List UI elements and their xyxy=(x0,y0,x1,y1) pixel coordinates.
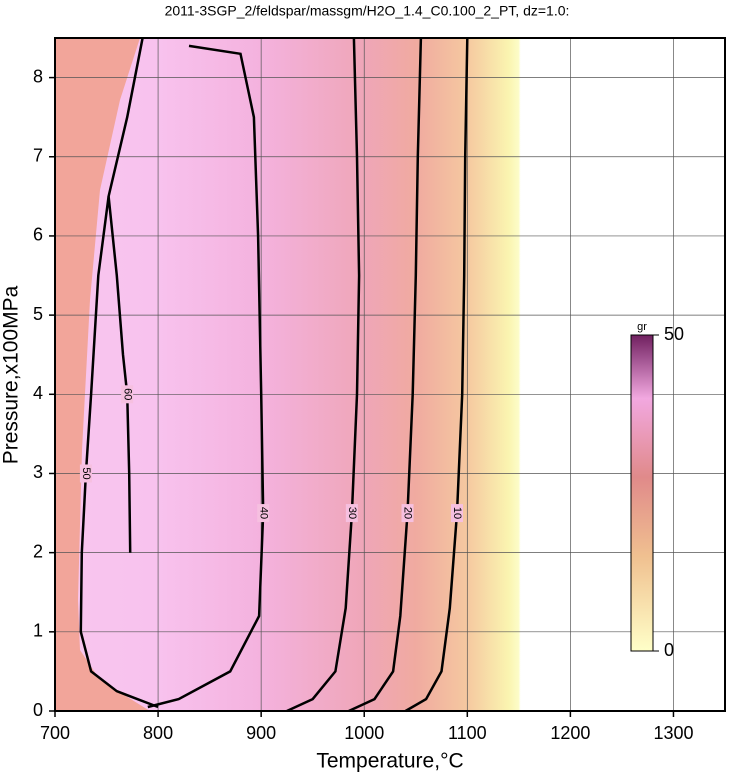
contour-label-bg xyxy=(121,385,134,404)
contour-label-bg xyxy=(79,464,92,483)
x-tick-label: 1000 xyxy=(344,723,384,743)
field-fill xyxy=(55,38,150,711)
y-tick-label: 6 xyxy=(33,225,43,245)
contour-label: 60 xyxy=(121,388,133,400)
y-tick-label: 7 xyxy=(33,146,43,166)
contour-label-bg xyxy=(401,504,414,523)
contour-label: 50 xyxy=(80,467,92,479)
colorbar xyxy=(630,334,654,652)
x-tick-label: 800 xyxy=(143,723,173,743)
plot-frame xyxy=(54,37,726,712)
contour-line xyxy=(107,196,132,553)
y-tick-label: 5 xyxy=(33,304,43,324)
colorbar-tick-label: 0 xyxy=(664,640,674,660)
x-tick-label: 1100 xyxy=(448,723,487,743)
contour-label: 20 xyxy=(402,507,414,519)
contour-label-bg xyxy=(451,504,463,523)
y-tick-label: 3 xyxy=(33,462,43,482)
y-tick-label: 4 xyxy=(33,383,43,403)
y-tick-label: 8 xyxy=(33,66,43,86)
y-tick-label: 0 xyxy=(33,700,43,720)
contour-label-bg xyxy=(257,504,270,523)
x-tick-label: 1200 xyxy=(550,723,590,743)
contour-line xyxy=(147,44,265,709)
colorbar-tick-label: 50 xyxy=(664,324,684,344)
contour-label: 10 xyxy=(451,507,463,519)
x-tick-label: 900 xyxy=(246,723,276,743)
colorbar-label: gr xyxy=(637,321,647,333)
y-tick-label: 1 xyxy=(33,621,43,641)
x-axis-label: Temperature,°C xyxy=(316,750,463,773)
y-axis-label: Pressure,x100MPa xyxy=(0,285,23,464)
contour-label: 40 xyxy=(257,507,269,519)
x-tick-label: 700 xyxy=(40,723,70,743)
contour-label: 30 xyxy=(346,507,358,519)
chart-title: 2011-3SGP_2/feldspar/massgm/H2O_1.4_C0.1… xyxy=(165,3,570,19)
contour-label-bg xyxy=(345,504,358,523)
y-tick-label: 2 xyxy=(33,541,43,561)
field-fill xyxy=(55,38,725,711)
x-tick-label: 1300 xyxy=(653,723,693,743)
